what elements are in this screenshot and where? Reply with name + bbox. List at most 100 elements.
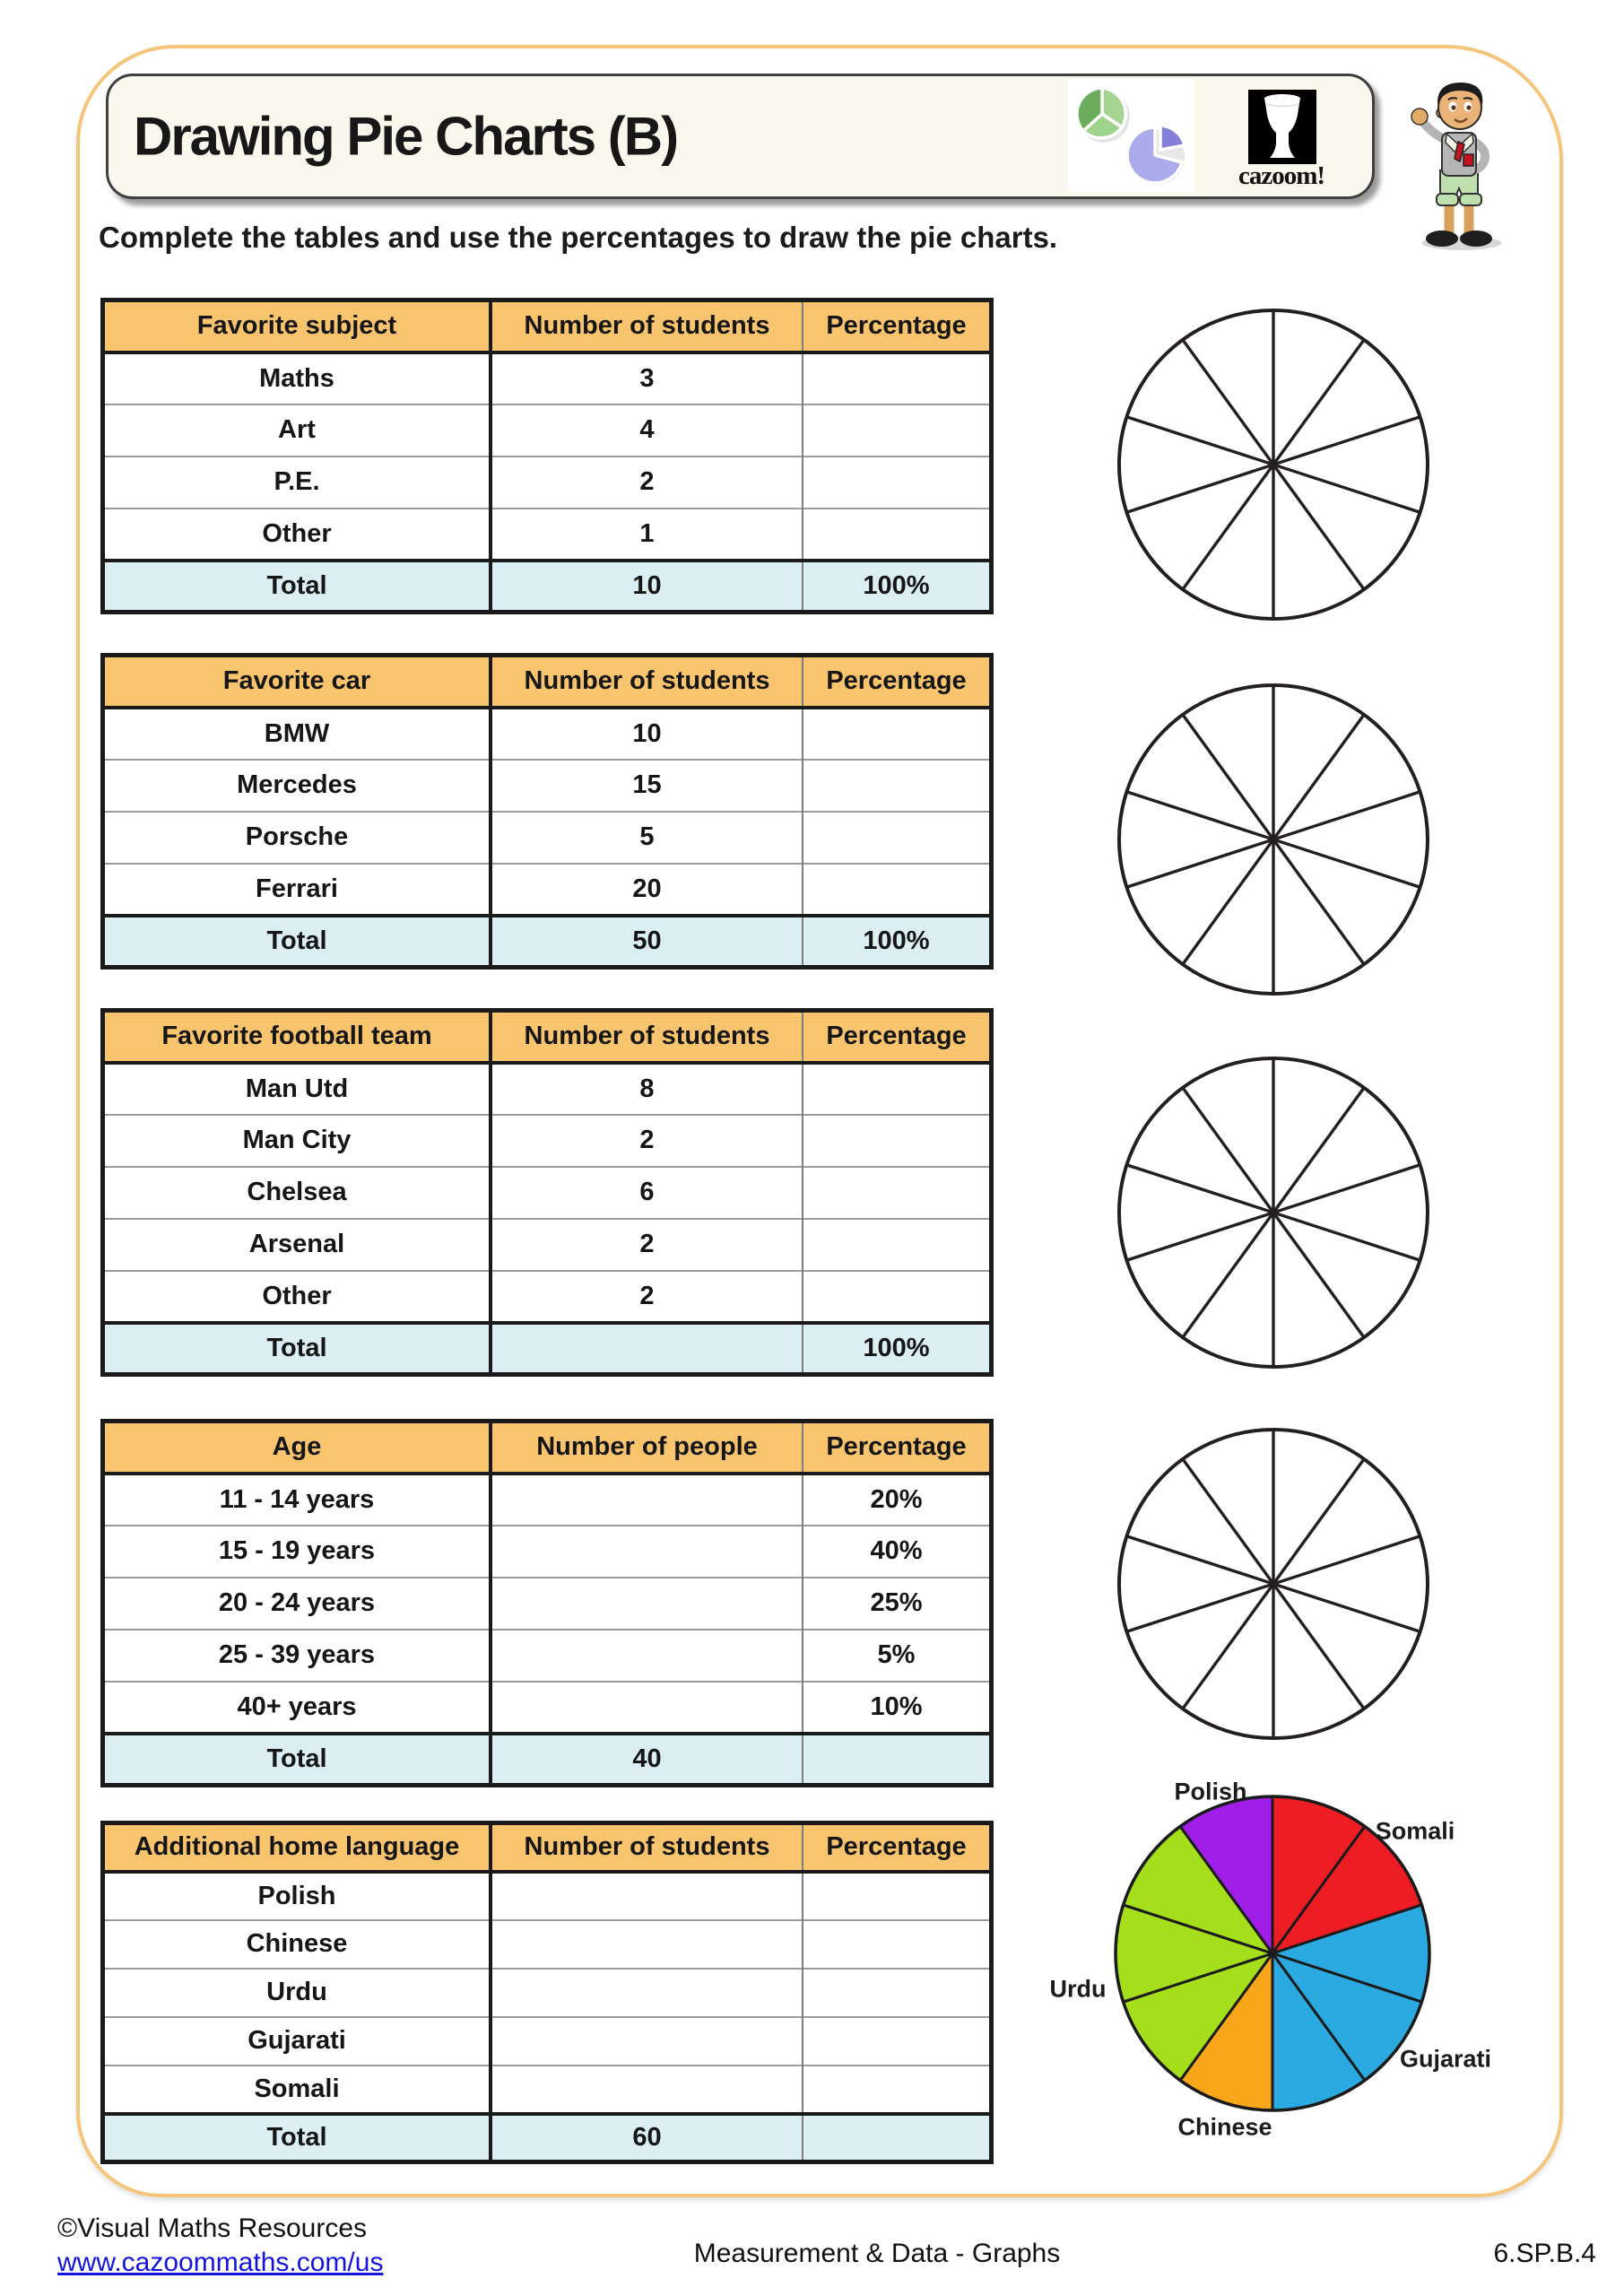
table-cell: Ferrari	[102, 862, 492, 916]
empty-pie-chart-2	[1117, 683, 1429, 996]
table-row: Somali	[102, 2064, 992, 2114]
column-header: Number of students	[491, 655, 803, 709]
table-row: Ferrari 20	[102, 862, 992, 916]
table-cell	[803, 810, 992, 864]
table-cell	[491, 1472, 803, 1526]
table-total-row: Total 50 100%	[102, 913, 992, 968]
total-cell: Total	[102, 2111, 492, 2162]
page-title: Drawing Pie Charts (B)	[134, 106, 679, 167]
total-cell	[803, 2111, 992, 2162]
table-cell: 20 - 24 years	[102, 1576, 492, 1630]
column-header: Number of students	[491, 300, 803, 354]
table-row: Arsenal 2	[102, 1217, 992, 1271]
drum-icon	[1264, 94, 1300, 158]
table-cell: Porsche	[102, 810, 492, 864]
table-cell: 4	[491, 403, 803, 457]
table-cell: 1	[491, 507, 803, 561]
table-row: 25 - 39 years 5%	[102, 1628, 992, 1682]
table-cell: Polish	[102, 1870, 492, 1920]
table-cell	[491, 2064, 803, 2114]
table-cell: 10%	[803, 1680, 992, 1734]
total-cell	[491, 1320, 803, 1375]
column-header: Percentage	[803, 300, 992, 354]
instruction-text: Complete the tables and use the percenta…	[99, 221, 1058, 254]
table-total-row: Total 100%	[102, 1320, 992, 1375]
column-header: Favorite subject	[102, 300, 492, 354]
pie-label-urdu: Urdu	[1049, 1975, 1107, 2003]
column-header: Number of students	[491, 1822, 803, 1874]
table-row: 15 - 19 years 40%	[102, 1524, 992, 1578]
column-header: Number of people	[491, 1421, 803, 1475]
table-row: Man City 2	[102, 1113, 992, 1167]
table-row: 11 - 14 years 20%	[102, 1472, 992, 1526]
green-pie-icon	[1075, 86, 1130, 143]
table-row: P.E. 2	[102, 455, 992, 509]
table-cell	[803, 1967, 992, 2017]
table-cell	[803, 1217, 992, 1271]
table-row: Art 4	[102, 403, 992, 457]
table-cell: 20	[491, 862, 803, 916]
table-cell	[491, 1870, 803, 1920]
table-cell	[491, 1524, 803, 1578]
table-cell: Maths	[102, 351, 492, 404]
table-header-row: Favorite football team Number of students…	[102, 1010, 992, 1065]
pie-label-chinese: Chinese	[1177, 2113, 1272, 2141]
table-cell: 40+ years	[102, 1680, 492, 1734]
table-cell: BMW	[102, 706, 492, 760]
table-cell: Man Utd	[102, 1061, 492, 1115]
table-cell	[803, 1061, 992, 1115]
table-cell: 3	[491, 351, 803, 404]
table-cell: 5%	[803, 1628, 992, 1682]
table-row: Porsche 5	[102, 810, 992, 864]
table-cell: Chinese	[102, 1918, 492, 1969]
table-cell	[491, 1680, 803, 1734]
table-total-row: Total 60	[102, 2111, 992, 2162]
table-cell: 40%	[803, 1524, 992, 1578]
total-cell: 50	[491, 913, 803, 968]
total-cell: 100%	[803, 1320, 992, 1375]
table-row: BMW 10	[102, 706, 992, 760]
table-cell	[491, 1918, 803, 1969]
table-row: Urdu	[102, 1967, 992, 2017]
table-header-row: Favorite subject Number of students Percen…	[102, 300, 992, 354]
column-header: Age	[102, 1421, 492, 1475]
column-header: Percentage	[803, 655, 992, 709]
table-row: Maths 3	[102, 351, 992, 404]
pie-label-somali: Somali	[1375, 1817, 1455, 1845]
table-cell: Other	[102, 507, 492, 561]
total-cell: Total	[102, 913, 492, 968]
table-cell	[491, 2015, 803, 2066]
table-row: Chinese	[102, 1918, 992, 1969]
footer-topic: Measurement & Data - Graphs	[693, 2239, 1061, 2268]
table-cell: 2	[491, 1113, 803, 1167]
column-header: Number of students	[491, 1010, 803, 1065]
table-cell	[803, 2064, 992, 2114]
language-pie-chart	[1114, 1795, 1431, 2112]
table-cell	[803, 1870, 992, 1920]
cazoom-logo	[1248, 90, 1316, 164]
table-cell: P.E.	[102, 455, 492, 509]
table-cell: Chelsea	[102, 1165, 492, 1219]
table-cell	[803, 455, 992, 509]
table-cell: Man City	[102, 1113, 492, 1167]
table-cell: 6	[491, 1165, 803, 1219]
table-cell: Other	[102, 1269, 492, 1323]
table-cell: 2	[491, 1217, 803, 1271]
empty-pie-chart-1	[1117, 309, 1429, 621]
empty-pie-chart-4	[1117, 1428, 1429, 1740]
table-cell	[803, 862, 992, 916]
table-favorite-subject: Favorite subject Number of students Percen…	[100, 298, 994, 614]
footer-link[interactable]: www.cazoommaths.com/us	[57, 2248, 384, 2277]
table-cell: 15 - 19 years	[102, 1524, 492, 1578]
table-cell: 11 - 14 years	[102, 1472, 492, 1526]
table-cell	[491, 1967, 803, 2017]
purple-pie-icon	[1125, 124, 1186, 185]
table-cell: Mercedes	[102, 758, 492, 812]
table-cell	[803, 1918, 992, 1969]
table-cell	[491, 1628, 803, 1682]
table-cell: 10	[491, 706, 803, 760]
footer-standard-code: 6.SP.B.4	[1493, 2239, 1596, 2268]
table-cell	[803, 507, 992, 561]
table-cell: 8	[491, 1061, 803, 1115]
